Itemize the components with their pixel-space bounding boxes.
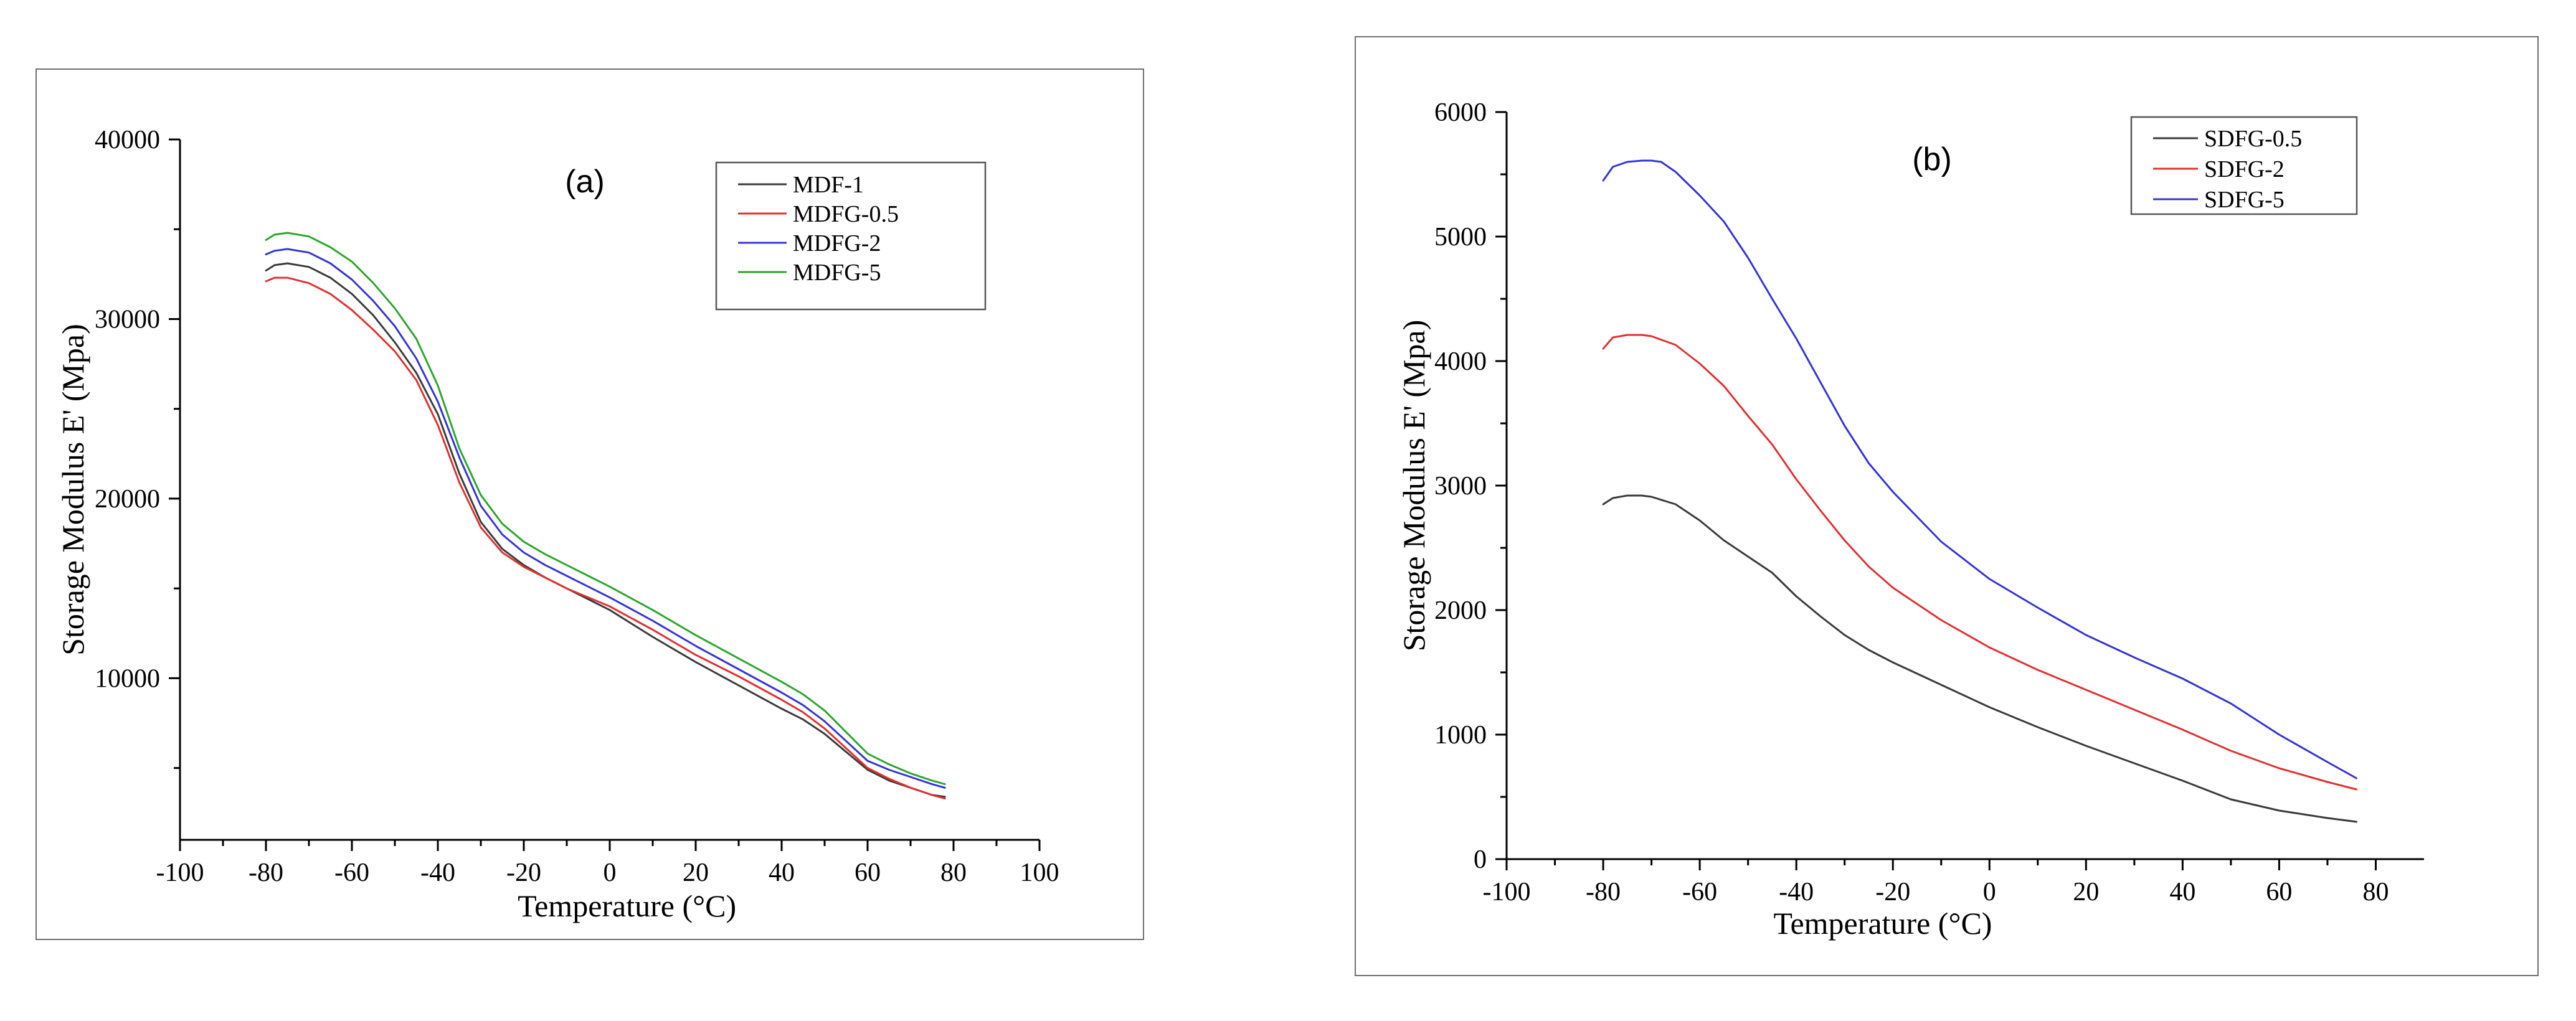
chart-b-y-tick-label: 3000 <box>1434 472 1487 501</box>
chart-a-y-tick-label: 40000 <box>95 126 160 154</box>
chart-b-legend-label: SDFG-2 <box>2204 156 2285 182</box>
chart-a-series-line-mdf-1 <box>265 262 946 798</box>
chart-b-x-tick-label: -40 <box>1779 878 1814 906</box>
chart-b-x-tick-label: -100 <box>1483 878 1531 906</box>
chart-a-x-tick-label: -20 <box>506 859 541 887</box>
chart-a-svg: -100 -80 -60 -40 -20 0 20 40 60 80 100 10000 20000 30… <box>55 126 1059 923</box>
chart-b-x-tick-label: -60 <box>1682 878 1717 906</box>
chart-b-y-tick-label: 5000 <box>1434 223 1487 252</box>
chart-a-series-line-mdfg-5 <box>265 232 946 786</box>
chart-b-x-axis-title: Temperature (°C) <box>1773 906 1992 941</box>
chart-b-x-tick-label: -20 <box>1875 878 1910 906</box>
chart-a-x-tick-label: -100 <box>156 859 204 887</box>
chart-b-panel-label: (b) <box>1912 141 1952 177</box>
chart-a-legend-label: MDFG-0.5 <box>793 201 899 227</box>
chart-a-x-tick-label: -40 <box>420 859 455 887</box>
chart-b-series-line-sdfg-0-5 <box>1602 494 2357 823</box>
chart-b-x-tick-label: 60 <box>2266 878 2292 906</box>
chart-b-legend-label: SDFG-0.5 <box>2204 126 2302 152</box>
chart-b-y-tick-label: 6000 <box>1434 98 1487 127</box>
chart-b-series-line-sdfg-5 <box>1602 159 2357 779</box>
chart-b-x-tick-label: 80 <box>2362 878 2389 906</box>
chart-b-legend-box <box>2130 116 2358 215</box>
chart-a-x-tick-label: 0 <box>604 859 617 887</box>
chart-a-legend-label: MDFG-2 <box>793 230 881 256</box>
chart-b-x-tick-label: 40 <box>2169 878 2195 906</box>
chart-a-x-tick-label: 80 <box>940 859 967 887</box>
chart-b-y-tick-label: 4000 <box>1434 347 1487 376</box>
chart-a-y-tick-label: 10000 <box>95 664 160 693</box>
chart-panel-a: -100 -80 -60 -40 -20 0 20 40 60 80 100 10000 20000 30… <box>36 68 1144 940</box>
chart-a-x-tick-label: -80 <box>249 859 283 887</box>
chart-a-legend-label: MDFG-5 <box>793 260 881 286</box>
chart-a-x-tick-label: 40 <box>769 859 795 887</box>
chart-a-legend-box <box>715 161 987 311</box>
chart-a-x-tick-label: 100 <box>1020 859 1059 887</box>
chart-b-x-tick-label: 20 <box>2073 878 2099 906</box>
chart-b-legend-label: SDFG-5 <box>2204 187 2285 213</box>
chart-a-panel-label: (a) <box>565 164 605 200</box>
chart-a-series-line-mdfg-2 <box>265 248 946 789</box>
chart-b-y-tick-label: 1000 <box>1434 721 1487 750</box>
chart-a-y-tick-label: 20000 <box>95 485 160 514</box>
chart-a-y-axis-title: Storage Modulus E' (Mpa) <box>55 324 90 656</box>
chart-a-x-tick-label: 20 <box>683 859 709 887</box>
chart-a-series-line-mdfg-0-5 <box>265 276 946 800</box>
chart-b-y-tick-label: 2000 <box>1434 596 1487 625</box>
chart-a-y-tick-label: 30000 <box>95 305 160 334</box>
chart-a-x-tick-label: 60 <box>855 859 881 887</box>
chart-b-svg: -100 -80 -60 -40 -20 0 20 40 60 80 0 1000 2000 3000 40… <box>1396 98 2424 941</box>
chart-b-x-tick-label: 0 <box>1983 878 1996 906</box>
chart-a-x-axis-title: Temperature (°C) <box>518 888 736 923</box>
chart-a-legend-label: MDF-1 <box>793 172 864 198</box>
chart-b-x-tick-label: -80 <box>1586 878 1621 906</box>
chart-b-y-axis-title: Storage Modulus E' (Mpa) <box>1396 320 1431 652</box>
chart-b-y-tick-label: 0 <box>1474 845 1487 874</box>
chart-b-series-line-sdfg-2 <box>1602 334 2357 791</box>
chart-panel-b: -100 -80 -60 -40 -20 0 20 40 60 80 0 1000 2000 3000 40… <box>1355 36 2539 976</box>
chart-a-x-tick-label: -60 <box>334 859 369 887</box>
